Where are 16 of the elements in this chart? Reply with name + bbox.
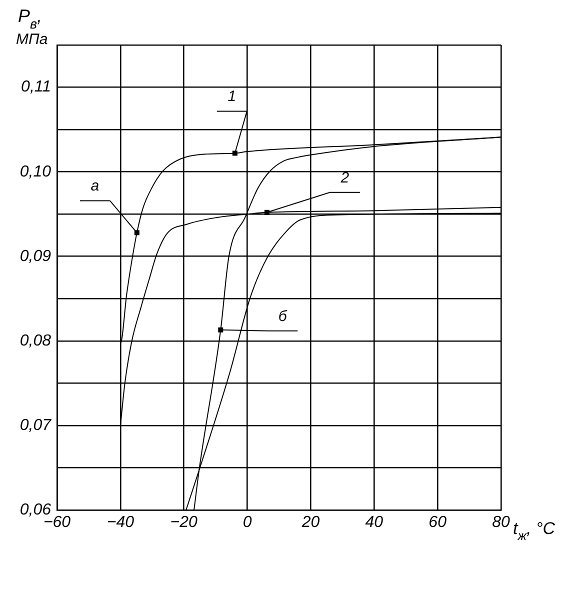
y-tick-label: 0,11 (21, 78, 51, 96)
x-tick-label: −20 (170, 514, 198, 532)
x-tick-label: 80 (492, 514, 510, 532)
y-tick-label: 0,08 (20, 332, 52, 350)
y-tick-label: 0,07 (20, 416, 52, 434)
annotation: а (90, 178, 100, 195)
annotation: б (278, 308, 288, 325)
annotation: 2 (340, 169, 350, 186)
y-tick-label: 0,09 (20, 248, 52, 265)
annotation: 1 (228, 88, 236, 106)
x-tick-label: 40 (365, 514, 384, 532)
x-tick-label: 60 (428, 514, 447, 532)
x-tick-label: −40 (106, 514, 134, 532)
x-tick-label: 20 (300, 514, 320, 532)
x-tick-label: 0 (242, 514, 252, 532)
y-tick-label: 0,10 (20, 163, 52, 180)
